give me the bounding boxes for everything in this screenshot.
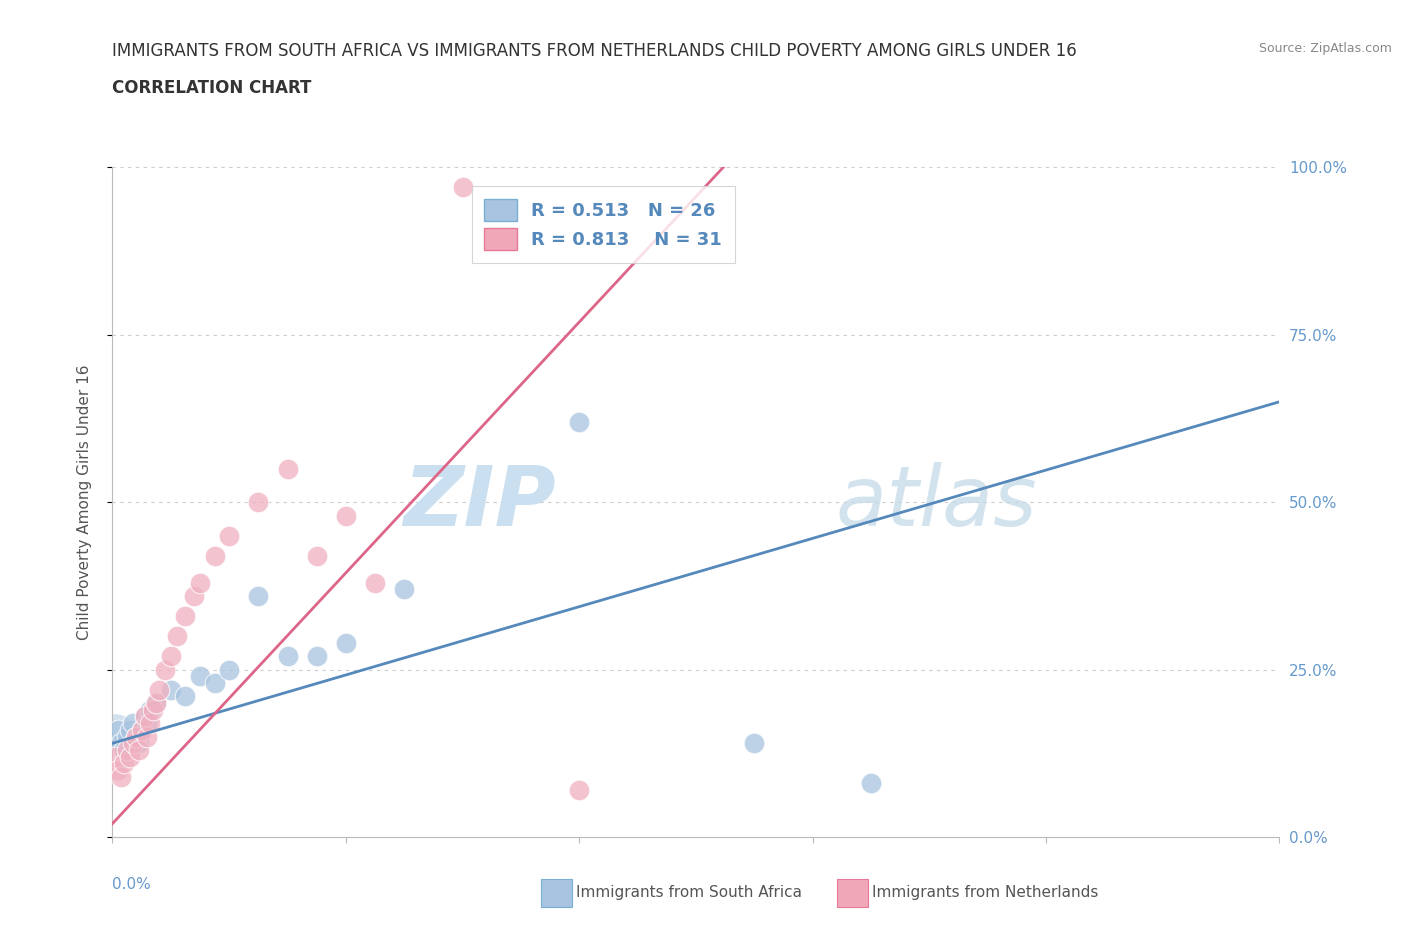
Y-axis label: Child Poverty Among Girls Under 16: Child Poverty Among Girls Under 16	[77, 365, 91, 640]
Text: 0.0%: 0.0%	[112, 877, 152, 892]
Point	[305, 649, 328, 664]
Point	[568, 783, 591, 798]
Text: ZIP: ZIP	[404, 461, 555, 543]
Point	[859, 776, 883, 790]
Point	[188, 669, 211, 684]
Point	[160, 683, 183, 698]
Point	[128, 742, 150, 757]
Point	[131, 723, 153, 737]
Point	[204, 675, 226, 690]
Point	[134, 709, 156, 724]
Point	[104, 750, 127, 764]
Point	[276, 461, 298, 476]
Point	[131, 723, 153, 737]
Point	[128, 736, 150, 751]
Point	[112, 756, 135, 771]
Point	[136, 729, 159, 744]
Point	[568, 415, 591, 430]
Point	[742, 736, 765, 751]
Point	[335, 508, 357, 523]
Point	[142, 702, 165, 717]
Point	[174, 608, 197, 623]
Point	[139, 702, 162, 717]
Point	[247, 495, 270, 510]
Point	[115, 729, 138, 744]
Point	[335, 635, 357, 650]
Point	[153, 662, 176, 677]
Point	[204, 549, 226, 564]
Point	[115, 742, 138, 757]
Point	[160, 649, 183, 664]
Point	[118, 723, 141, 737]
Point	[305, 549, 328, 564]
Point	[247, 589, 270, 604]
Point	[122, 716, 145, 731]
Point	[139, 716, 162, 731]
Point	[188, 575, 211, 590]
Text: IMMIGRANTS FROM SOUTH AFRICA VS IMMIGRANTS FROM NETHERLANDS CHILD POVERTY AMONG : IMMIGRANTS FROM SOUTH AFRICA VS IMMIGRAN…	[112, 42, 1077, 60]
Point	[110, 769, 132, 784]
Point	[110, 736, 132, 751]
Text: Source: ZipAtlas.com: Source: ZipAtlas.com	[1258, 42, 1392, 55]
Text: atlas: atlas	[837, 461, 1038, 543]
Point	[125, 729, 148, 744]
Point	[364, 575, 387, 590]
Point	[218, 662, 240, 677]
Point	[166, 629, 188, 644]
Point	[174, 689, 197, 704]
Point	[183, 589, 205, 604]
Point	[125, 729, 148, 744]
Point	[451, 180, 474, 195]
Point	[112, 742, 135, 757]
Point	[107, 723, 129, 737]
Text: Immigrants from South Africa: Immigrants from South Africa	[576, 885, 803, 900]
Point	[134, 709, 156, 724]
Point	[218, 528, 240, 543]
Text: Immigrants from Netherlands: Immigrants from Netherlands	[872, 885, 1098, 900]
Point	[148, 683, 170, 698]
Point	[107, 763, 129, 777]
Point	[392, 582, 416, 597]
Point	[145, 696, 167, 711]
Point	[276, 649, 298, 664]
Point	[122, 736, 145, 751]
Point	[145, 696, 167, 711]
Legend: R = 0.513   N = 26, R = 0.813    N = 31: R = 0.513 N = 26, R = 0.813 N = 31	[471, 187, 734, 263]
Point	[118, 750, 141, 764]
Text: CORRELATION CHART: CORRELATION CHART	[112, 79, 312, 97]
Point	[104, 725, 127, 740]
Point	[136, 716, 159, 731]
